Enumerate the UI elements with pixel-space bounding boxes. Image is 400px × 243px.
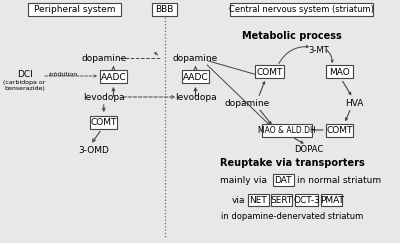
Text: PMAT: PMAT <box>320 196 344 205</box>
Text: Metabolic process: Metabolic process <box>242 31 342 41</box>
FancyBboxPatch shape <box>321 194 342 206</box>
FancyBboxPatch shape <box>262 123 312 137</box>
Text: AADC: AADC <box>183 72 208 81</box>
FancyBboxPatch shape <box>248 194 269 206</box>
FancyBboxPatch shape <box>295 194 318 206</box>
Text: 3-MT: 3-MT <box>309 45 329 54</box>
Text: BBB: BBB <box>156 6 174 15</box>
Text: dopamine: dopamine <box>173 53 218 62</box>
FancyBboxPatch shape <box>326 66 353 78</box>
Text: Reuptake via transporters: Reuptake via transporters <box>220 158 364 168</box>
Text: levodopa: levodopa <box>175 93 216 102</box>
Text: HVA: HVA <box>346 98 364 107</box>
FancyBboxPatch shape <box>28 3 121 17</box>
FancyBboxPatch shape <box>255 66 284 78</box>
Text: OCT-3: OCT-3 <box>293 196 320 205</box>
FancyBboxPatch shape <box>271 194 292 206</box>
Text: benserazide): benserazide) <box>4 86 45 90</box>
FancyBboxPatch shape <box>182 70 209 84</box>
Text: Central nervous system (striatum): Central nervous system (striatum) <box>229 6 374 15</box>
Text: dopamine: dopamine <box>81 53 126 62</box>
Text: MAO & ALD.DH: MAO & ALD.DH <box>258 125 316 134</box>
Text: COMT: COMT <box>326 125 352 134</box>
Text: DAT: DAT <box>274 175 292 184</box>
Text: in normal striatum: in normal striatum <box>297 175 381 184</box>
Text: COMT: COMT <box>257 68 283 77</box>
Text: DOPAC: DOPAC <box>294 145 323 154</box>
Text: DCI: DCI <box>17 69 32 78</box>
FancyBboxPatch shape <box>100 70 127 84</box>
Text: COMT: COMT <box>90 118 117 127</box>
Text: 3-OMD: 3-OMD <box>79 146 110 155</box>
Text: NET: NET <box>249 196 267 205</box>
Text: MAO: MAO <box>329 68 350 77</box>
FancyBboxPatch shape <box>326 123 353 137</box>
Text: in dopamine-denervated striatum: in dopamine-denervated striatum <box>221 211 363 220</box>
FancyBboxPatch shape <box>90 115 117 129</box>
Text: Peripheral system: Peripheral system <box>34 6 116 15</box>
Text: inhibition: inhibition <box>48 71 78 77</box>
Text: dopamine: dopamine <box>224 98 269 107</box>
Text: via: via <box>232 196 246 205</box>
Text: (carbidopa or: (carbidopa or <box>4 79 46 85</box>
FancyBboxPatch shape <box>230 3 373 17</box>
Text: mainly via: mainly via <box>220 175 267 184</box>
Text: SERT: SERT <box>270 196 292 205</box>
FancyBboxPatch shape <box>152 3 177 17</box>
Text: levodopa: levodopa <box>83 93 124 102</box>
FancyBboxPatch shape <box>273 174 294 186</box>
Text: AADC: AADC <box>101 72 126 81</box>
